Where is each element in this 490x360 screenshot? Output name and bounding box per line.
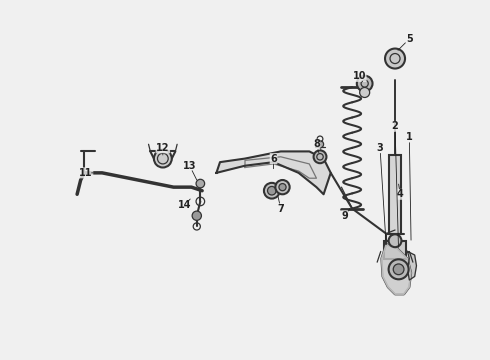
Text: 3: 3 bbox=[377, 143, 383, 153]
Circle shape bbox=[192, 211, 201, 220]
Circle shape bbox=[393, 264, 404, 275]
Circle shape bbox=[357, 76, 372, 91]
Text: 11: 11 bbox=[79, 168, 93, 178]
Circle shape bbox=[314, 150, 326, 163]
Circle shape bbox=[385, 49, 405, 68]
Text: 1: 1 bbox=[406, 132, 413, 142]
Text: 8: 8 bbox=[313, 139, 320, 149]
Text: 10: 10 bbox=[353, 71, 366, 81]
Text: 13: 13 bbox=[183, 161, 196, 171]
Polygon shape bbox=[217, 152, 331, 194]
FancyBboxPatch shape bbox=[384, 241, 406, 258]
Circle shape bbox=[196, 179, 205, 188]
Text: 6: 6 bbox=[270, 154, 277, 163]
Polygon shape bbox=[381, 244, 411, 294]
Text: 4: 4 bbox=[397, 189, 404, 199]
Circle shape bbox=[279, 184, 286, 191]
Text: 9: 9 bbox=[342, 211, 348, 221]
Circle shape bbox=[317, 141, 323, 148]
FancyBboxPatch shape bbox=[389, 155, 401, 234]
Polygon shape bbox=[408, 251, 416, 280]
Circle shape bbox=[154, 150, 172, 167]
Text: 7: 7 bbox=[277, 203, 284, 213]
Circle shape bbox=[264, 183, 280, 199]
Circle shape bbox=[360, 87, 369, 98]
Text: 2: 2 bbox=[392, 121, 398, 131]
Circle shape bbox=[389, 234, 401, 247]
Text: 14: 14 bbox=[177, 200, 191, 210]
Circle shape bbox=[268, 186, 276, 195]
Text: 12: 12 bbox=[156, 143, 170, 153]
Circle shape bbox=[389, 259, 409, 279]
Circle shape bbox=[275, 180, 290, 194]
Text: 5: 5 bbox=[406, 34, 413, 44]
